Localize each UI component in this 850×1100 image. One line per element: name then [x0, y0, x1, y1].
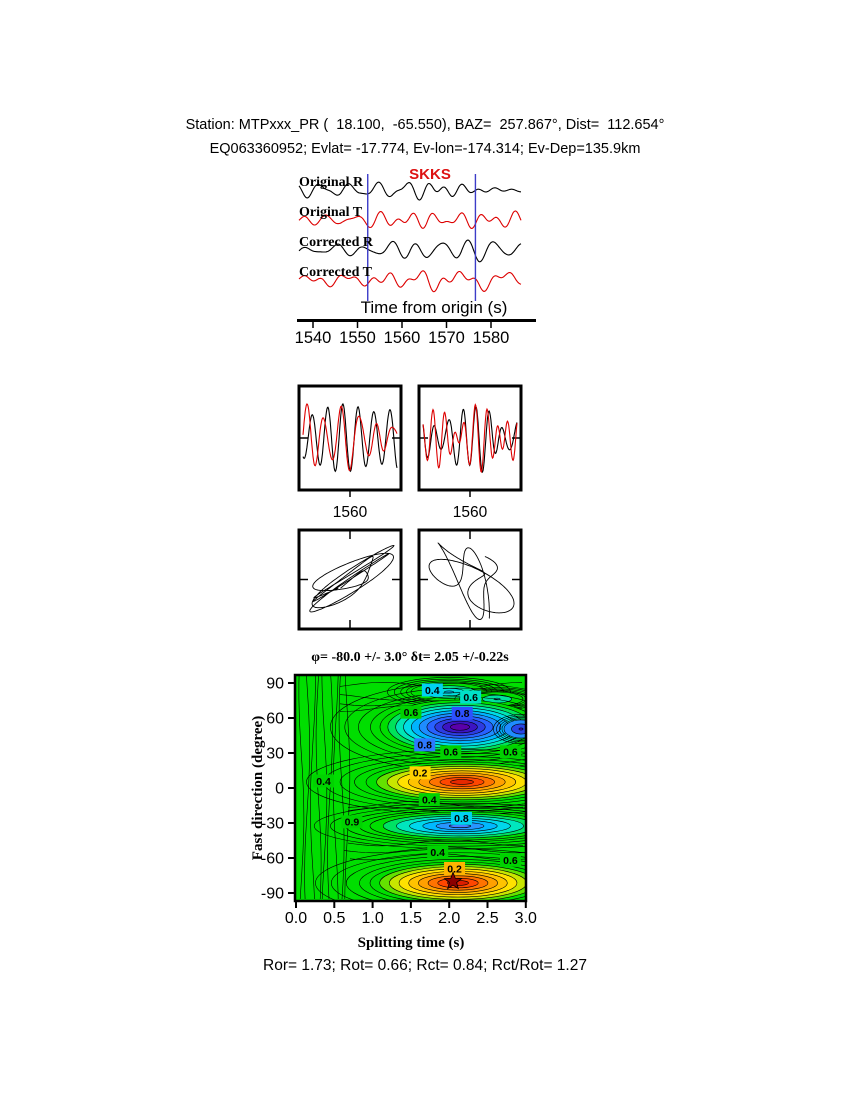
- seismogram-trace-0: [298, 181, 521, 201]
- contour-label-box: [341, 815, 363, 829]
- contour-label: 0.6: [443, 747, 458, 759]
- phi-tick-label: -30: [261, 816, 284, 833]
- dt-tick-label: 2.0: [438, 910, 460, 927]
- contour-label-box: [409, 766, 431, 780]
- dt-tick-label: 3.0: [515, 910, 537, 927]
- time-tick-label: 1580: [473, 329, 510, 347]
- contour-fill: [450, 723, 470, 731]
- contour-line: [310, 675, 316, 900]
- contour-label: 0.4: [422, 794, 437, 806]
- time-tick-label: 1560: [384, 329, 421, 347]
- phi-tick-label: 60: [266, 710, 284, 727]
- phase-label: SKKS: [409, 166, 451, 183]
- dt-tick-label: 1.0: [361, 910, 383, 927]
- contour-xlabel: Splitting time (s): [358, 935, 465, 951]
- contour-label-box: [460, 690, 482, 704]
- event-header: EQ063360952; Evlat= -17.774, Ev-lon=-174…: [209, 141, 641, 157]
- time-tick-label: 1550: [339, 329, 376, 347]
- contour-ring: [496, 715, 526, 743]
- particle-box-0: [297, 528, 403, 631]
- contour-label: 0.8: [454, 813, 469, 825]
- dt-tick-label: 0.0: [285, 910, 307, 927]
- contour-label-box: [418, 793, 440, 807]
- contour-label: 0.6: [404, 707, 419, 719]
- contour-map: 0.40.60.6 0.80.80.6 0.60.20.40.40.9 0.80.40…: [295, 675, 526, 901]
- trace-label-corrected-r: Corrected R: [299, 235, 374, 250]
- contour-ring: [499, 717, 526, 741]
- contour-label: 0.6: [503, 855, 518, 867]
- contour-line: [298, 675, 305, 900]
- contour-ring: [331, 852, 526, 901]
- contour-label-box: [427, 845, 449, 859]
- best-fit-star: [443, 871, 463, 890]
- phi-tick-label: -90: [261, 886, 284, 903]
- particle-motion-curve-0: [309, 544, 395, 613]
- phi-tick-label: 30: [266, 745, 284, 762]
- contour-label: 0.4: [425, 685, 440, 697]
- contour-label: 0.2: [447, 863, 462, 875]
- contour-label-box: [444, 862, 466, 876]
- contour-label: 0.8: [455, 708, 470, 720]
- contour-label: 0.6: [463, 692, 478, 704]
- contour-label: 0.8: [417, 740, 432, 752]
- particle-box-1: [417, 528, 523, 631]
- contour-label: 0.9: [345, 817, 360, 829]
- phi-tick-label: 90: [266, 675, 284, 692]
- trace-label-original-t: Original T: [299, 205, 363, 220]
- contour-label-box: [499, 745, 521, 759]
- dt-tick-label: 0.5: [323, 910, 345, 927]
- contour-label-box: [421, 683, 443, 697]
- time-axis-label: Time from origin (s): [361, 298, 508, 317]
- contour-label-box: [440, 745, 462, 759]
- time-tick-label: 1540: [295, 329, 332, 347]
- contour-label-box: [414, 738, 436, 752]
- trace-label-corrected-t: Corrected T: [299, 265, 373, 280]
- zoom-trace-0-0: [302, 403, 398, 473]
- dt-tick-label: 1.5: [400, 910, 422, 927]
- zoom-left-tick-label: 1560: [333, 504, 368, 521]
- seismogram-trace-1: [298, 210, 522, 229]
- contour-label: 0.2: [413, 768, 428, 780]
- contour-ring: [345, 856, 526, 901]
- figure-graphics: 1540 1550 1560 1570 1580 0.4 0.6 0.6 0.8 0.8 0.6 0.…: [261, 174, 537, 927]
- phi-tick-label: -60: [261, 851, 284, 868]
- contour-label-box: [451, 706, 473, 720]
- quality-footer: Ror= 1.73; Rot= 0.66; Rct= 0.84; Rct/Rot…: [263, 957, 587, 974]
- contour-ring: [359, 859, 526, 901]
- contour-ring: [313, 803, 526, 849]
- contour-ring: [501, 718, 526, 740]
- time-tick-label: 1570: [428, 329, 465, 347]
- contour-fill: [450, 779, 474, 785]
- contour-label-box: [400, 705, 422, 719]
- contour-label: 0.6: [503, 747, 518, 759]
- seismogram-trace-2: [298, 239, 522, 263]
- contour-label-box: [450, 811, 472, 825]
- contour-ring: [358, 692, 526, 762]
- contour-ring: [339, 756, 526, 808]
- contour-label: 0.4: [316, 776, 331, 788]
- zoom-trace-0-1: [302, 403, 398, 472]
- zoom-right-tick-label: 1560: [453, 504, 488, 521]
- contour-ylabel: Fast direction (degree): [250, 716, 266, 860]
- contour-label: 0.4: [430, 847, 445, 859]
- dt-tick-label: 2.5: [476, 910, 498, 927]
- particle-motion-curve-1: [428, 542, 515, 620]
- trace-label-original-r: Original R: [299, 175, 364, 190]
- station-header: Station: MTPxxx_PR ( 18.100, -65.550), B…: [185, 117, 665, 133]
- phi-tick-label: 0: [275, 781, 284, 798]
- contour-ring: [354, 759, 526, 805]
- contour-fill: [518, 727, 524, 731]
- contour-label-box: [313, 774, 335, 788]
- contour-ring: [493, 714, 526, 744]
- contour-ring: [330, 805, 526, 847]
- contour-label-box: [499, 853, 521, 867]
- contour-line: [347, 839, 523, 847]
- contour-ring: [315, 848, 526, 901]
- contour-title: φ= -80.0 +/- 3.0° δt= 2.05 +/-0.22s: [311, 650, 509, 665]
- seismogram-trace-3: [298, 270, 522, 293]
- zoom-trace-1-1: [422, 403, 518, 474]
